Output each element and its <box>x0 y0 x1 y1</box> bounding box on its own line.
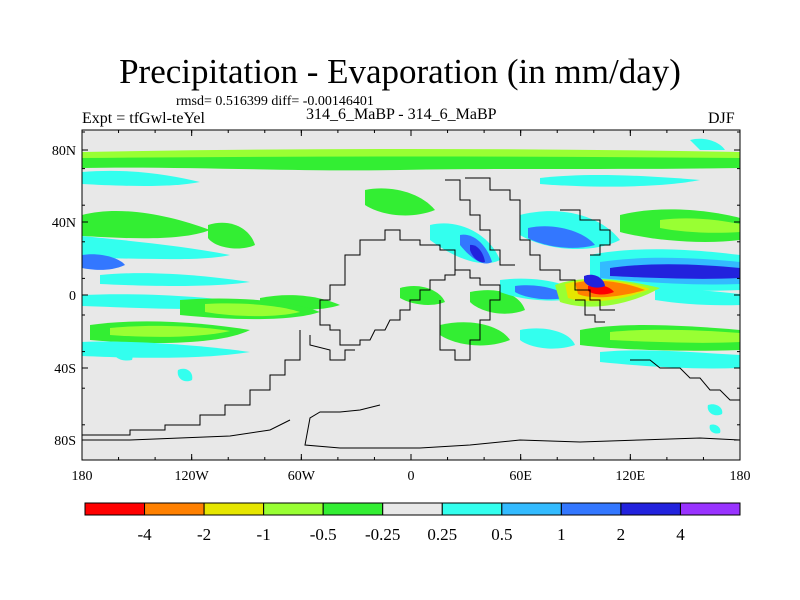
coastline <box>439 269 501 361</box>
colorbar-label: -2 <box>197 525 211 544</box>
field-region <box>100 273 250 286</box>
field-region <box>177 368 193 382</box>
field-region <box>709 424 721 434</box>
field-region <box>114 349 133 361</box>
colorbar-label: 0.25 <box>427 525 457 544</box>
colorbar-label: -1 <box>257 525 271 544</box>
field-contours <box>82 138 740 434</box>
colorbar-box <box>501 502 562 516</box>
colorbar-box <box>144 502 205 516</box>
field-region <box>208 222 255 249</box>
coastline <box>82 330 301 436</box>
field-region <box>540 174 700 187</box>
colorbar-box <box>84 502 146 516</box>
coastline <box>304 404 740 449</box>
colorbar-box <box>382 502 443 516</box>
colorbar-label: 1 <box>557 525 566 544</box>
field-region <box>528 226 595 248</box>
field-region <box>82 210 210 239</box>
field-region <box>690 138 725 150</box>
colorbar-label: -0.25 <box>365 525 400 544</box>
colorbar-box <box>620 502 681 516</box>
coastline <box>309 335 355 361</box>
colorbar-box <box>441 502 503 516</box>
x-tick-label: 60E <box>509 469 532 484</box>
x-tick-label: 120E <box>616 469 646 484</box>
field-region <box>610 329 740 343</box>
colorbar-label: -0.5 <box>310 525 337 544</box>
field-region <box>82 170 200 186</box>
colorbar-box <box>263 502 324 516</box>
field-region <box>440 322 510 346</box>
colorbar-box <box>560 502 622 516</box>
colorbar-label: 0.5 <box>491 525 512 544</box>
field-region <box>82 149 740 158</box>
colorbar: -4 -2 -1 -0.5 -0.25 0.25 0.5 1 2 4 <box>84 502 741 544</box>
x-tick-label: 120W <box>175 469 210 484</box>
field-region <box>82 236 230 260</box>
coastlines <box>82 177 740 449</box>
colorbar-label: 4 <box>676 525 685 544</box>
coastline <box>465 177 615 311</box>
field-region <box>205 303 300 317</box>
y-tick-label: 80N <box>52 144 76 159</box>
field-region <box>660 218 740 233</box>
field-region <box>365 188 435 216</box>
field-region <box>655 289 740 306</box>
season-label: DJF <box>708 110 735 127</box>
coastline <box>560 209 611 256</box>
chart-title: Precipitation - Evaporation (in mm/day) <box>119 52 681 91</box>
comparison-label: 314_6_MaBP - 314_6_MaBP <box>306 106 497 123</box>
x-tick-label: 180 <box>72 469 93 484</box>
coastline <box>575 299 605 323</box>
field-region <box>515 285 570 300</box>
x-tick-label: 60W <box>288 469 316 484</box>
colorbar-label: -4 <box>137 525 152 544</box>
stats-text: rmsd= 0.516399 diff= -0.00146401 <box>176 94 374 109</box>
field-region <box>110 325 230 337</box>
coastline <box>82 419 291 441</box>
field-region <box>470 290 525 314</box>
field-region <box>82 254 125 270</box>
x-tick-label: 180 <box>730 469 751 484</box>
colorbar-box <box>679 502 741 516</box>
experiment-label: Expt = tfGwl-teYel <box>82 110 205 127</box>
field-region <box>707 404 723 416</box>
colorbar-box <box>322 502 384 516</box>
axes: 80N 40N 0 40S 80S 180 120W 60W 0 60E 120E 180 <box>52 130 751 484</box>
y-tick-label: 0 <box>69 289 76 304</box>
coastline <box>319 229 456 346</box>
y-tick-label: 40N <box>52 216 76 231</box>
colorbar-box <box>203 502 265 516</box>
y-tick-label: 40S <box>54 362 76 377</box>
field-region <box>610 264 740 279</box>
field-region <box>584 274 605 288</box>
field-region <box>470 244 485 263</box>
colorbar-label: 2 <box>617 525 626 544</box>
coastline <box>445 179 515 266</box>
coastline <box>630 359 740 401</box>
field-region <box>520 328 575 349</box>
field-region <box>600 350 740 369</box>
y-tick-label: 80S <box>54 434 76 449</box>
x-tick-label: 0 <box>408 469 415 484</box>
